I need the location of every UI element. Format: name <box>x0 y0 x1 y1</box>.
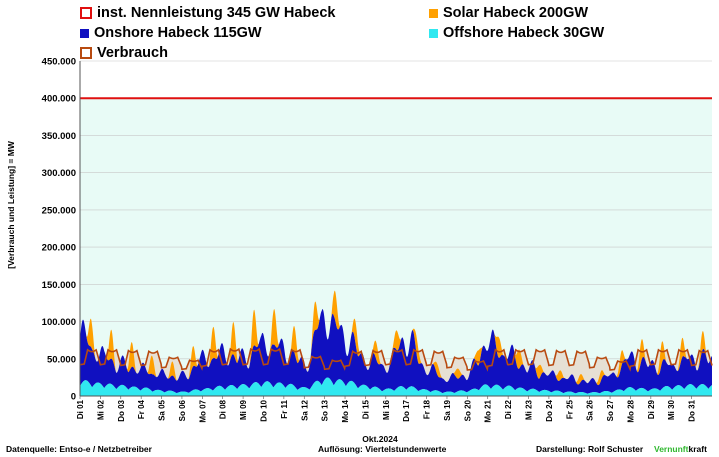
legend-capacity-label: inst. Nennleistung 345 GW Habeck <box>97 5 336 21</box>
x-tick-label: Di 22 <box>504 399 513 419</box>
offshore-area <box>80 377 712 396</box>
x-tick-label: Sa 26 <box>586 399 595 420</box>
y-tick-label: 200.000 <box>42 243 76 254</box>
x-tick-labels: Di 01 Mi 02 Do 03 Fr 04 Sa 05 So 06 Mo 07 Di 08… <box>76 396 697 423</box>
legend-offshore: Offshore Habeck 30GW <box>429 25 604 41</box>
legend-consumption: Verbrauch <box>80 45 168 61</box>
x-tick-label: Mi 16 <box>382 399 391 420</box>
footer-brand-a: Vernunft <box>654 444 689 454</box>
x-tick-label: So 06 <box>178 399 187 421</box>
footer-author: Darstellung: Rolf Schuster <box>536 444 644 454</box>
y-tick-label: 300.000 <box>42 168 76 179</box>
y-tick-labels: 0 50.000 100.000 150.000 200.000 250.000 300.0… <box>42 57 76 403</box>
x-tick-label: Mo 28 <box>626 399 635 422</box>
x-tick-label: Di 29 <box>647 399 656 419</box>
x-tick-label: Do 10 <box>259 399 268 421</box>
y-tick-label: 50.000 <box>47 354 76 365</box>
y-tick-label: 0 <box>71 392 76 403</box>
x-axis-label: Okt.2024 <box>362 434 398 444</box>
y-tick-label: 350.000 <box>42 131 76 142</box>
consumption-line <box>79 347 713 372</box>
legend-capacity-swatch <box>80 7 92 19</box>
x-tick-label: Mi 23 <box>525 399 534 420</box>
x-tick-label: Sa 05 <box>158 399 167 420</box>
legend-solar-label: Solar Habeck 200GW <box>443 5 589 21</box>
footer-source: Datenquelle: Entso-e / Netzbetreiber <box>6 444 152 454</box>
x-tick-label: Do 03 <box>117 399 126 421</box>
x-tick-label: So 13 <box>321 399 330 421</box>
legend-capacity: inst. Nennleistung 345 GW Habeck <box>80 5 336 21</box>
y-tick-label: 100.000 <box>42 317 76 328</box>
legend-onshore-label: Onshore Habeck 115GW <box>94 25 262 41</box>
footer-brand-b: kraft <box>688 444 707 454</box>
legend-consumption-swatch <box>80 47 92 59</box>
y-tick-label: 150.000 <box>42 280 76 291</box>
x-tick-label: Sa 19 <box>443 399 452 420</box>
legend-offshore-label: Offshore Habeck 30GW <box>443 25 605 41</box>
legend-consumption-label: Verbrauch <box>97 45 168 61</box>
y-tick-label: 400.000 <box>42 94 76 105</box>
legend-offshore-swatch <box>429 28 438 38</box>
y-tick-label: 250.000 <box>42 205 76 216</box>
x-tick-label: Do 24 <box>545 399 554 421</box>
x-tick-label: Fr 25 <box>565 399 574 419</box>
y-tick-label: 450.000 <box>42 57 76 68</box>
x-tick-label: Mi 30 <box>667 399 676 420</box>
legend-solar: Solar Habeck 200GW <box>429 5 588 21</box>
x-tick-label: So 20 <box>463 399 472 421</box>
x-tick-label: Mi 09 <box>239 399 248 420</box>
legend-solar-swatch <box>429 8 438 18</box>
footer-brand: Vernunftkraft <box>654 444 707 454</box>
x-tick-label: Sa 12 <box>300 399 309 420</box>
x-tick-label: Mi 02 <box>96 399 105 420</box>
x-tick-label: Mo 07 <box>198 399 207 422</box>
x-tick-label: Fr 04 <box>137 399 146 419</box>
footer-resolution: Auflösung: Viertelstundenwerte <box>318 444 447 454</box>
x-tick-label: Do 31 <box>688 399 697 421</box>
x-tick-label: Fr 18 <box>423 399 432 419</box>
x-tick-label: Mo 21 <box>484 399 493 422</box>
x-tick-label: So 27 <box>606 399 615 421</box>
y-axis-label: [Verbrauch und Leistung] = MW <box>6 141 16 269</box>
x-tick-label: Di 15 <box>361 399 370 419</box>
x-tick-label: Do 17 <box>402 399 411 421</box>
x-tick-label: Mo 14 <box>341 399 350 422</box>
solar-area <box>80 290 712 386</box>
x-tick-label: Di 08 <box>219 399 228 419</box>
consumption-series <box>79 347 713 372</box>
x-tick-label: Fr 11 <box>280 399 289 418</box>
legend-onshore: Onshore Habeck 115GW <box>80 25 262 41</box>
x-tick-label: Di 01 <box>76 399 85 419</box>
legend-onshore-swatch <box>80 28 89 38</box>
